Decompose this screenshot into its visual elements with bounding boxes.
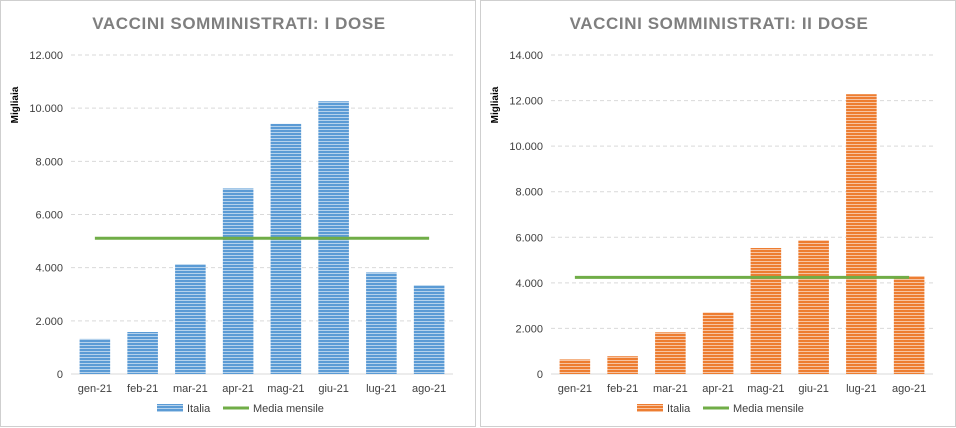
x-tick-label: mag-21 [267,383,304,395]
x-tick-label: lug-21 [846,383,877,395]
bar-apr-21 [702,312,734,374]
x-tick-label: ago-21 [892,383,926,395]
bar-gen-21 [79,338,111,374]
bar-gen-21 [559,359,591,374]
bar-feb-21 [127,331,158,374]
bar-lug-21 [846,94,877,374]
legend-label-line: Media mensile [253,403,324,415]
y-tick-label: 2.000 [35,316,63,328]
x-tick-label: ago-21 [412,383,446,395]
chart-second-dose: VACCINI SOMMINISTRATI: II DOSE Migliaia … [490,14,933,415]
chart-title: VACCINI SOMMINISTRATI: I DOSE [92,14,386,33]
bar-feb-21 [607,356,638,374]
y-tick-label: 4.000 [515,278,543,290]
bar-ago-21 [893,276,925,374]
y-tick-label: 0 [537,369,543,381]
x-tick-label: mar-21 [653,383,688,395]
y-tick-label: 14.000 [509,50,543,62]
y-tick-label: 10.000 [509,141,543,153]
y-tick-label: 8.000 [35,156,63,168]
y-tick-label: 12.000 [29,50,63,62]
bar-mag-21 [270,123,302,374]
y-tick-label: 6.000 [35,210,63,222]
bar-giu-21 [798,240,829,374]
bar-apr-21 [222,188,254,374]
bar-mag-21 [750,247,782,374]
legend: Italia Media mensile [157,403,324,415]
legend-label-bar: Italia [667,403,691,415]
x-tick-label: lug-21 [366,383,397,395]
y-axis-label: Migliaia [10,86,21,123]
legend-label-bar: Italia [187,403,211,415]
y-tick-label: 10.000 [29,103,63,115]
x-tick-label: apr-21 [702,383,734,395]
legend-label-line: Media mensile [733,403,804,415]
chart-first-dose: VACCINI SOMMINISTRATI: I DOSE Migliaia 0… [10,14,453,415]
y-tick-label: 4.000 [35,263,63,275]
x-tick-label: feb-21 [607,383,638,395]
chart-panel-second-dose: VACCINI SOMMINISTRATI: II DOSE Migliaia … [480,0,956,427]
bar-lug-21 [366,272,397,374]
legend: Italia Media mensile [637,403,804,415]
x-tick-label: mag-21 [747,383,784,395]
legend-swatch-bar [157,404,183,412]
x-tick-label: giu-21 [318,383,349,395]
y-axis-label: Migliaia [490,86,501,123]
y-tick-label: 2.000 [515,323,543,335]
y-tick-label: 8.000 [515,187,543,199]
bar-mar-21 [655,332,686,374]
y-tick-label: 12.000 [509,96,543,108]
x-tick-label: giu-21 [798,383,829,395]
legend-swatch-bar [637,404,663,412]
x-tick-label: feb-21 [127,383,158,395]
x-tick-label: apr-21 [222,383,254,395]
y-tick-label: 0 [57,369,63,381]
bar-mar-21 [175,264,206,374]
x-tick-label: gen-21 [558,383,592,395]
y-tick-label: 6.000 [515,232,543,244]
x-tick-label: mar-21 [173,383,208,395]
bar-ago-21 [413,285,445,374]
chart-title: VACCINI SOMMINISTRATI: II DOSE [570,14,869,33]
chart-panel-first-dose: VACCINI SOMMINISTRATI: I DOSE Migliaia 0… [0,0,476,427]
x-tick-label: gen-21 [78,383,112,395]
